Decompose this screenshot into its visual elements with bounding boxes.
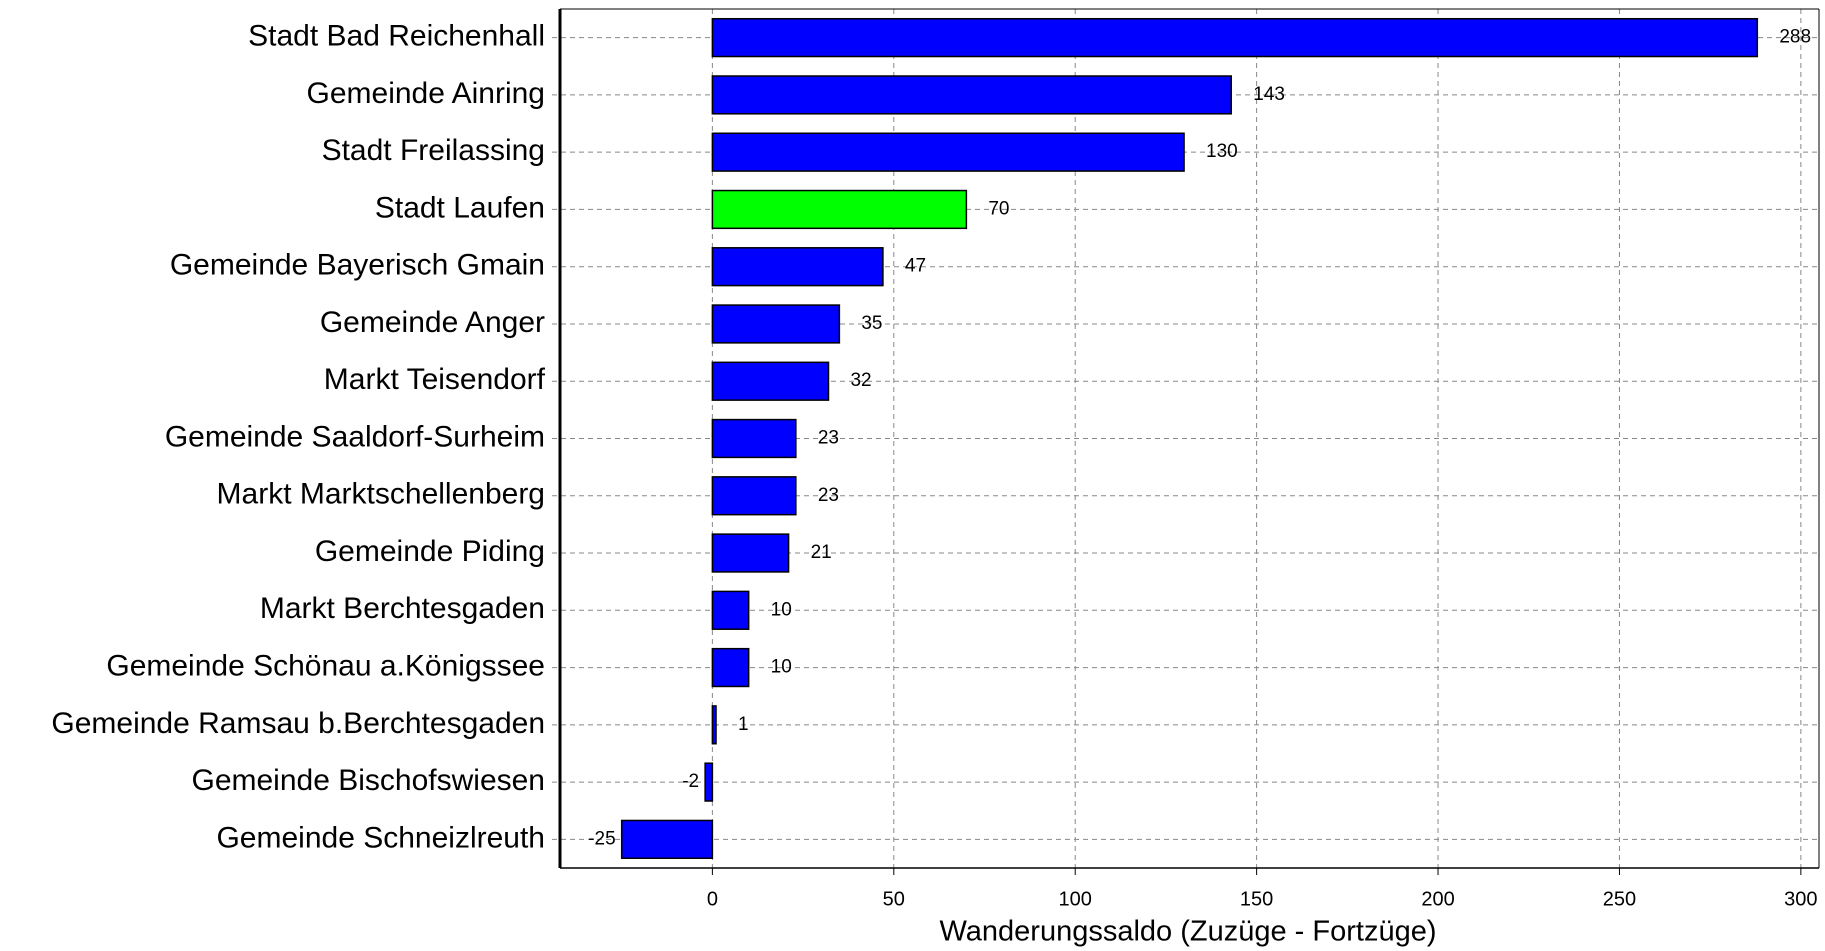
y-tick-label: Stadt Bad Reichenhall — [248, 20, 545, 53]
y-tick-label: Gemeinde Piding — [315, 535, 545, 568]
bar — [711, 533, 790, 573]
value-label: 35 — [861, 313, 882, 334]
x-tick-label: 50 — [883, 888, 905, 910]
bar — [711, 476, 797, 516]
bar — [711, 17, 1759, 58]
value-label: -2 — [682, 771, 699, 792]
bar — [711, 647, 750, 688]
value-label: 23 — [818, 428, 839, 449]
bar — [704, 762, 714, 802]
bar — [711, 418, 797, 459]
y-tick-label: Stadt Freilassing — [322, 134, 545, 167]
value-label: 288 — [1779, 27, 1811, 48]
bar — [711, 75, 1232, 115]
value-label: 47 — [905, 256, 926, 277]
value-label: 10 — [771, 657, 792, 678]
value-label: -25 — [588, 828, 615, 849]
y-tick-label: Gemeinde Bayerisch Gmain — [170, 249, 545, 282]
x-tick-label: 250 — [1603, 888, 1636, 910]
y-tick-label: Gemeinde Anger — [320, 306, 545, 339]
x-axis-label: Wanderungssaldo (Zuzüge - Fortzüge) — [940, 916, 1437, 948]
y-tick-label: Markt Marktschellenberg — [217, 478, 545, 511]
y-tick-label: Markt Berchtesgaden — [260, 592, 545, 625]
y-tick-label: Stadt Laufen — [375, 191, 545, 224]
value-label: 70 — [988, 198, 1009, 219]
y-tick-label: Markt Teisendorf — [324, 363, 546, 396]
y-tick-label: Gemeinde Ainring — [307, 77, 545, 110]
value-label: 10 — [771, 599, 792, 620]
y-tick-label: Gemeinde Bischofswiesen — [191, 764, 545, 797]
value-label: 130 — [1206, 141, 1238, 162]
x-tick-label: 0 — [707, 888, 718, 910]
bar — [711, 189, 968, 230]
value-label: 23 — [818, 485, 839, 506]
bar — [620, 819, 714, 860]
bar — [711, 132, 1185, 172]
bar — [711, 247, 884, 287]
y-tick-label: Gemeinde Schönau a.Königssee — [106, 649, 545, 682]
bar — [711, 705, 717, 745]
y-tick-label: Gemeinde Schneizlreuth — [216, 821, 545, 854]
x-tick-label: 150 — [1240, 888, 1273, 910]
bar — [711, 590, 750, 630]
y-tick-label: Gemeinde Ramsau b.Berchtesgaden — [51, 707, 545, 740]
bar — [711, 361, 830, 401]
x-tick-label: 100 — [1059, 888, 1092, 910]
value-label: 143 — [1253, 84, 1285, 105]
value-label: 1 — [738, 714, 749, 735]
x-tick-label: 200 — [1421, 888, 1454, 910]
value-label: 32 — [850, 370, 871, 391]
y-tick-label: Gemeinde Saaldorf-Surheim — [165, 420, 545, 453]
x-tick-label: 300 — [1784, 888, 1817, 910]
value-label: 21 — [811, 542, 832, 563]
bar — [711, 304, 841, 344]
